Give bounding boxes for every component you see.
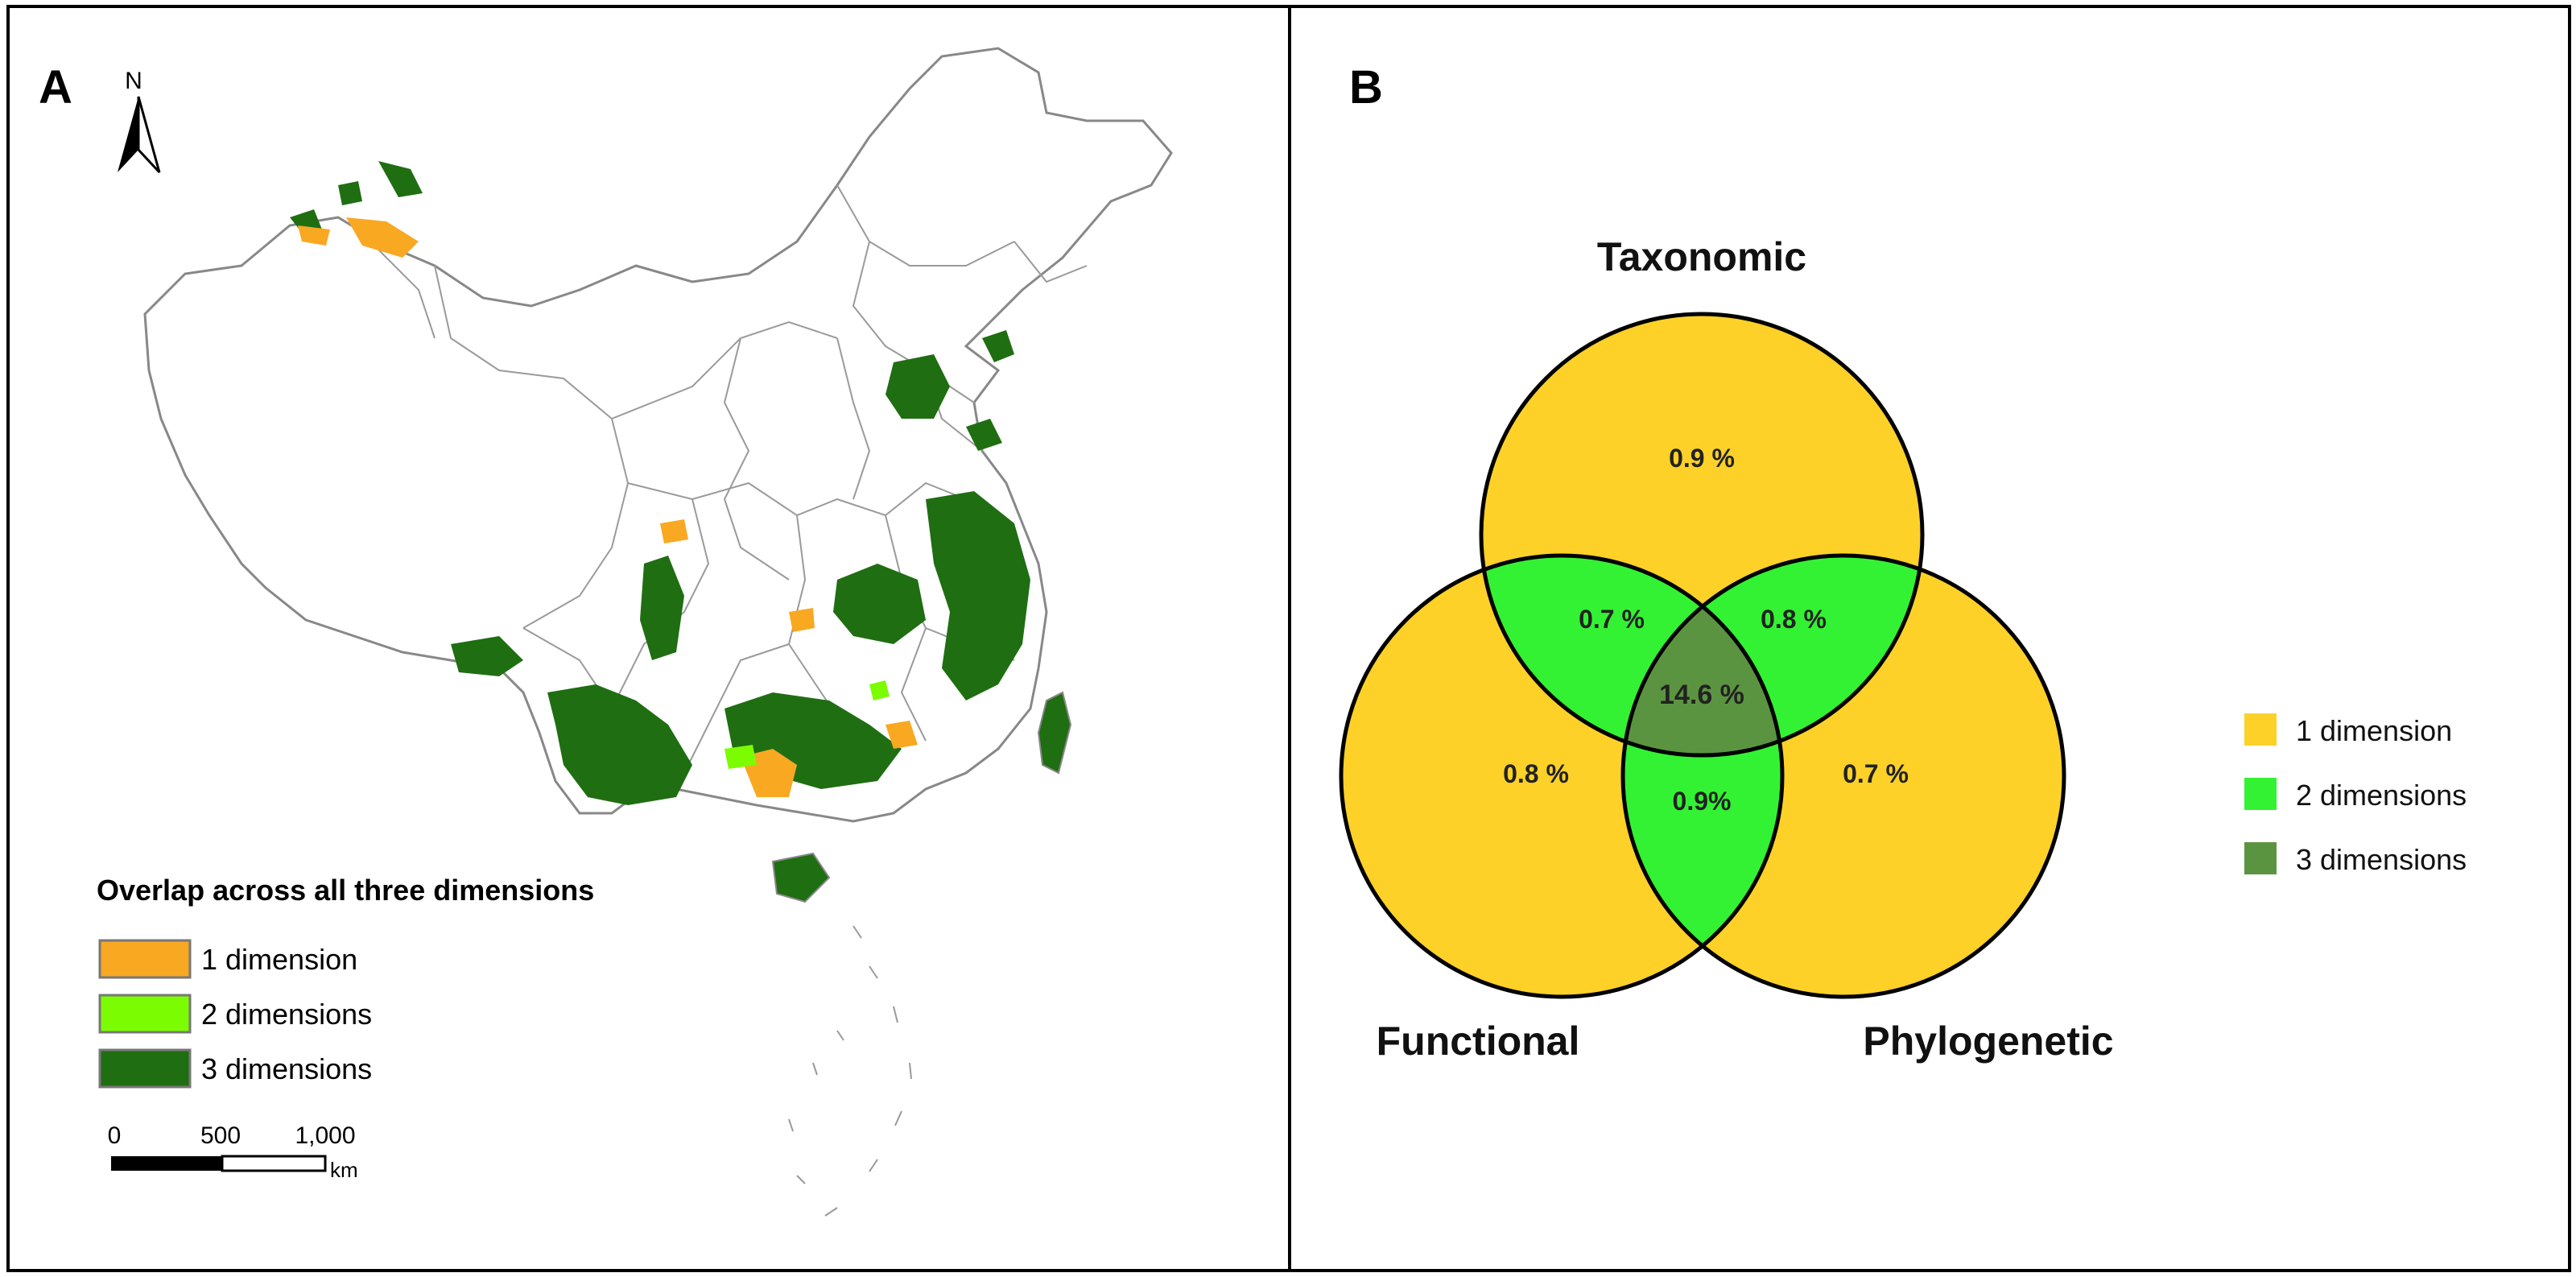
overlap-regions [290,161,1030,805]
label-taxonomic: Taxonomic [1597,234,1806,279]
scale-tick-500: 500 [200,1122,241,1149]
value-functional-only: 0.8 % [1503,759,1569,788]
venn-diagram: 0.9 % 0.8 % 0.7 % 0.7 % 0.8 % 0.9% 14.6 … [1339,234,2114,1064]
map-legend: Overlap across all three dimensions 1 di… [97,874,594,1089]
map-legend-swatch-3 [98,1048,192,1089]
value-taxonomic-functional: 0.7 % [1579,605,1645,634]
hainan-island [771,852,831,903]
scale-tick-1000: 1,000 [295,1122,355,1149]
label-phylogenetic: Phylogenetic [1863,1019,2113,1064]
value-functional-phylogenetic: 0.9% [1673,787,1732,816]
panel-a-label: A [39,61,72,114]
label-functional: Functional [1377,1019,1580,1064]
venn-legend: 1 dimension 2 dimensions 3 dimensions [2244,713,2467,876]
map-legend-label-3: 3 dimensions [201,1052,372,1085]
map-legend-swatch-1 [98,939,192,979]
venn-legend-swatch-2 [2244,778,2277,810]
map-legend-label-1: 1 dimension [201,943,357,976]
north-arrow-icon: N [118,68,161,174]
panel-b-label: B [1349,61,1383,114]
venn-legend-label-2: 2 dimensions [2296,779,2467,812]
china-map [143,47,1173,1217]
intersect-all-three [1623,556,1782,755]
taiwan-island [1037,691,1072,775]
map-legend-swatch-2 [98,994,192,1034]
venn-legend-swatch-1 [2244,713,2277,746]
venn-legend-label-1: 1 dimension [2296,714,2452,747]
north-label: N [125,68,142,94]
venn-legend-label-3: 3 dimensions [2296,843,2467,876]
venn-legend-swatch-3 [2244,842,2277,874]
map-legend-title: Overlap across all three dimensions [97,874,594,907]
value-taxonomic-only: 0.9 % [1669,444,1735,473]
value-taxonomic-phylogenetic: 0.8 % [1761,605,1827,634]
scale-bar: 0 500 1,000 km [108,1122,358,1182]
map-legend-label-2: 2 dimensions [201,998,372,1031]
value-phylogenetic-only: 0.7 % [1843,759,1909,788]
scale-unit: km [330,1158,358,1182]
value-all-three: 14.6 % [1659,680,1744,710]
south-china-sea-dashes [788,925,912,1217]
scale-tick-0: 0 [108,1122,122,1149]
